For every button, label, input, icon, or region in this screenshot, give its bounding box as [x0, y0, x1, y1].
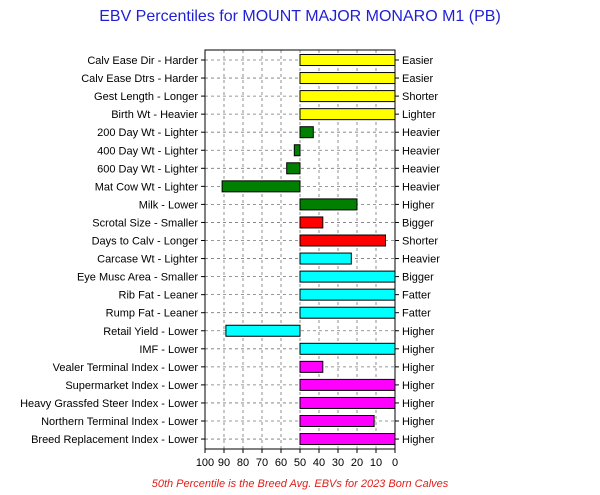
- x-axis-ticks: 100 90 80 70 60 50 40 30 20 10 0: [196, 59, 399, 469]
- x-tick-label: 0: [392, 457, 398, 469]
- row-label-left: Retail Yield - Lower: [103, 326, 198, 338]
- x-tick-label: 70: [256, 457, 268, 469]
- row-label-left: Calv Ease Dtrs - Harder: [81, 73, 198, 85]
- bar: [286, 162, 301, 175]
- row-label-left: 400 Day Wt - Lighter: [97, 145, 198, 157]
- row-label-left: Heavy Grassfed Steer Index - Lower: [20, 398, 198, 410]
- row-label-right: Higher: [402, 344, 435, 356]
- row-label-right: Easier: [402, 73, 434, 85]
- bar: [299, 90, 396, 103]
- bar: [299, 433, 396, 446]
- row-label-right: Higher: [402, 434, 435, 446]
- bar: [299, 396, 396, 409]
- x-tick-label: 90: [218, 457, 230, 469]
- row-label-right: Heavier: [402, 145, 440, 157]
- row-label-left: Days to Calv - Longer: [92, 236, 199, 248]
- x-tick-label: 40: [313, 457, 325, 469]
- chart-footnote: 50th Percentile is the Breed Avg. EBVs f…: [152, 478, 449, 490]
- bar: [299, 252, 352, 265]
- row-label-right: Bigger: [402, 272, 434, 284]
- row-label-left: Mat Cow Wt - Lighter: [95, 181, 199, 193]
- row-label-left: Gest Length - Longer: [94, 91, 198, 103]
- row-label-left: Rib Fat - Leaner: [119, 290, 199, 302]
- x-tick-label: 20: [351, 457, 363, 469]
- row-label-right: Higher: [402, 362, 435, 374]
- bar: [225, 324, 301, 337]
- row-label-right: Heavier: [402, 254, 440, 266]
- row-label-left: Supermarket Index - Lower: [65, 380, 198, 392]
- bar: [299, 234, 386, 247]
- row-label-left: IMF - Lower: [139, 344, 198, 356]
- x-tick-label: 80: [237, 457, 249, 469]
- row-label-right: Higher: [402, 326, 435, 338]
- row-label-right: Shorter: [402, 236, 438, 248]
- row-label-left: Carcase Wt - Lighter: [97, 254, 198, 266]
- row-label-right: Bigger: [402, 217, 434, 229]
- row-label-left: Vealer Terminal Index - Lower: [53, 362, 199, 374]
- row-label-left: Northern Terminal Index - Lower: [41, 416, 198, 428]
- bar: [293, 144, 301, 157]
- row-label-left: Milk - Lower: [139, 199, 199, 211]
- row-label-left: Calv Ease Dir - Harder: [87, 55, 198, 67]
- bar: [221, 180, 301, 193]
- bar: [299, 342, 396, 355]
- row-label-right: Lighter: [402, 109, 436, 121]
- row-label-right: Higher: [402, 380, 435, 392]
- bar: [299, 415, 375, 427]
- x-tick-label: 10: [370, 457, 382, 469]
- row-label-right: Easier: [402, 55, 434, 67]
- bar: [299, 360, 324, 373]
- bar: [299, 306, 396, 319]
- bar: [299, 198, 358, 211]
- bar: [299, 378, 396, 391]
- bar: [299, 108, 396, 121]
- row-label-left: Scrotal Size - Smaller: [92, 217, 198, 229]
- row-label-right: Heavier: [402, 181, 440, 193]
- x-tick-label: 60: [275, 457, 287, 469]
- bar: [299, 72, 396, 85]
- row-label-left: Eye Musc Area - Smaller: [77, 272, 198, 284]
- row-label-left: Breed Replacement Index - Lower: [31, 434, 198, 446]
- bar: [299, 54, 396, 66]
- row-label-right: Higher: [402, 416, 435, 428]
- chart-title: EBV Percentiles for MOUNT MAJOR MONARO M…: [99, 8, 501, 25]
- x-tick-label: 30: [332, 457, 344, 469]
- row-label-left: 200 Day Wt - Lighter: [97, 127, 198, 139]
- row-label-right: Heavier: [402, 127, 440, 139]
- row-label-left: Birth Wt - Heavier: [111, 109, 198, 121]
- row-label-right: Fatter: [402, 308, 431, 320]
- bar: [299, 126, 314, 139]
- row-label-left: Rump Fat - Leaner: [106, 308, 199, 320]
- row-labels: Calv Ease Dir - Harder Easier Calv Ease Dt…: [20, 55, 440, 446]
- x-tick-label: 100: [196, 457, 214, 469]
- row-label-right: Higher: [402, 199, 435, 211]
- bars: [221, 54, 396, 446]
- row-label-right: Shorter: [402, 91, 438, 103]
- row-label-left: 600 Day Wt - Lighter: [97, 163, 198, 175]
- bar: [299, 288, 396, 301]
- bar: [299, 216, 324, 229]
- row-label-right: Fatter: [402, 290, 431, 302]
- row-label-right: Heavier: [402, 163, 440, 175]
- row-label-right: Higher: [402, 398, 435, 410]
- x-tick-label: 50: [294, 457, 306, 469]
- bar: [299, 270, 396, 283]
